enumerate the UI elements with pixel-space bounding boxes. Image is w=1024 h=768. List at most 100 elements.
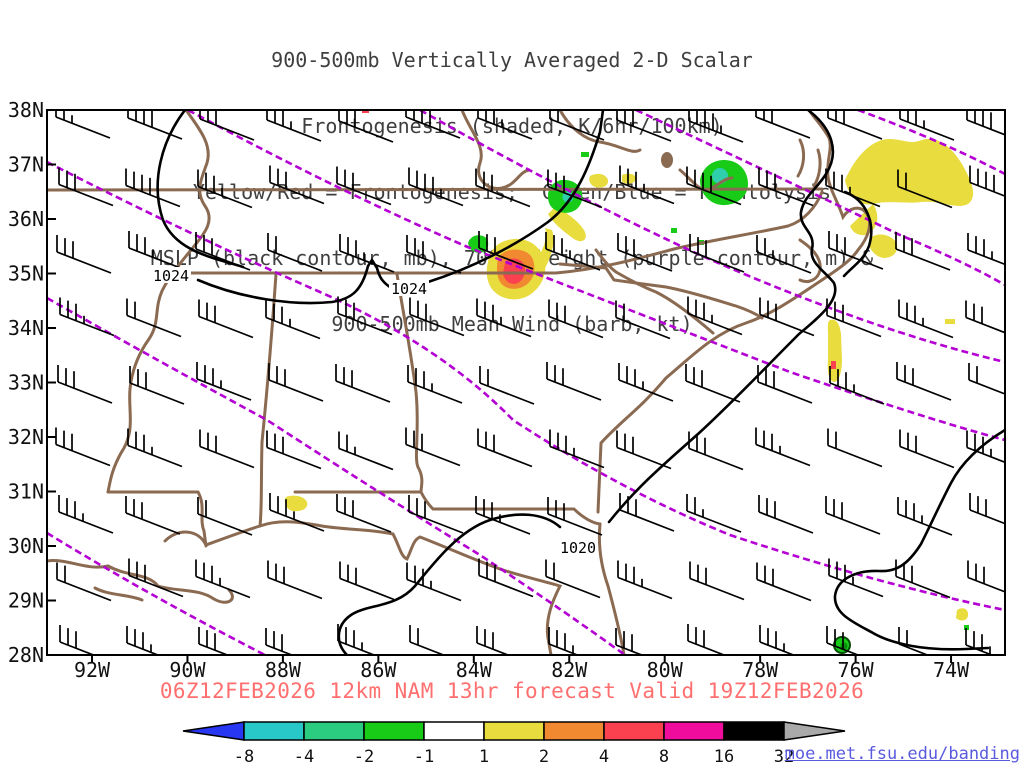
wind-barb (758, 167, 814, 207)
colorbar-right-arrow (783, 721, 846, 741)
wind-barb (337, 296, 393, 336)
wind-barb (758, 495, 814, 534)
wind-barb (825, 168, 881, 208)
wind-barb (546, 362, 602, 401)
wind-barb (269, 165, 325, 205)
shade-patch (845, 138, 974, 206)
height-contour (857, 110, 1005, 176)
wind-barb (827, 428, 883, 468)
wind-barb (756, 235, 812, 274)
wind-barb (966, 430, 1005, 464)
wind-barb (476, 298, 532, 338)
wind-barb (408, 167, 464, 207)
state-border-path (47, 187, 824, 192)
lon-axis-label: 88W (265, 658, 302, 682)
wind-barb (125, 168, 181, 208)
wind-barb (405, 110, 461, 139)
wind-barb (479, 366, 535, 405)
wind-barb (266, 110, 322, 142)
wind-barb (615, 300, 671, 340)
wind-barb (199, 429, 255, 469)
state-border-path (106, 490, 208, 548)
wind-barb (59, 297, 115, 337)
wind-barb (337, 624, 377, 655)
colorbar-tick-label: 4 (599, 747, 609, 767)
wind-barb (477, 428, 533, 468)
lat-axis-label: 28N (8, 643, 44, 667)
lat-axis-label: 30N (8, 534, 44, 558)
colorbar-tick-label: 1 (479, 747, 489, 767)
wind-barb (968, 363, 1005, 395)
wind-barb (899, 429, 955, 469)
wind-barb (58, 167, 114, 207)
height-contour (47, 296, 626, 655)
wind-barb (828, 231, 884, 270)
wind-barb (759, 625, 796, 655)
wind-barb (547, 169, 603, 209)
wind-barb (967, 233, 1005, 266)
wind-barb (269, 493, 325, 532)
wind-barb (268, 363, 324, 402)
wind-barb (58, 495, 114, 534)
wind-barb (545, 232, 601, 271)
state-border-path (154, 190, 824, 275)
shade-patch (868, 234, 898, 258)
contour-value-label: 1020 (560, 539, 596, 557)
state-border-path (204, 520, 563, 655)
colorbar-segment (543, 721, 605, 741)
wind-barb (826, 626, 861, 655)
lat-axis-label: 29N (8, 589, 44, 613)
wind-barb (198, 627, 230, 655)
wind-barb (895, 559, 951, 599)
wind-barbs (55, 110, 1005, 655)
lat-axis-label: 36N (8, 207, 44, 231)
wind-barb (477, 110, 533, 140)
wind-barb (409, 625, 446, 655)
wind-barb (339, 234, 395, 273)
lat-axis-label: 34N (8, 316, 44, 340)
shade-patch (956, 608, 969, 621)
wind-barb (338, 110, 394, 143)
wind-barb (196, 362, 252, 401)
title-line-2: Frontogenesis (shaded, K/6hr/100km) (301, 114, 723, 138)
wind-barb (825, 496, 881, 535)
wind-barb (197, 169, 253, 209)
state-border-path (258, 272, 278, 528)
shade-patch (671, 228, 677, 233)
wind-barb (476, 626, 511, 655)
lat-axis-label: 33N (8, 371, 44, 395)
wind-barb (55, 427, 111, 467)
wind-barb (686, 494, 742, 533)
title-line-1: 900-500mb Vertically Averaged 2-D Scalar (271, 48, 753, 72)
wind-barb (619, 493, 675, 532)
colorbar-tick-label: 2 (539, 747, 549, 767)
wind-barb (265, 628, 295, 655)
contour-value-label: 1024 (391, 280, 427, 298)
state-border-path (163, 530, 208, 547)
wind-barb (827, 110, 883, 140)
wind-barb (617, 560, 673, 600)
wind-barb (965, 300, 1005, 334)
mslp-contour (196, 257, 392, 305)
wind-barb (548, 299, 604, 339)
state-border-path (395, 272, 424, 494)
wind-barb (405, 427, 461, 467)
wind-barb (687, 296, 743, 336)
wind-barb (127, 428, 183, 468)
wind-barb (265, 300, 321, 340)
state-border-path (812, 148, 822, 188)
site-link[interactable]: moe.met.fsu.edu/banding (784, 744, 1020, 764)
wind-barb (126, 626, 161, 655)
wind-barb (755, 110, 811, 139)
wind-barb (56, 562, 112, 602)
colorbar-tick-label: -1 (414, 747, 434, 767)
axis-labels: 38N 37N 36N 35N 34N 33N 32N 31N 30N 29N 28N 92W 90W 8… (8, 98, 970, 682)
wind-barb (475, 496, 531, 535)
wind-barb (756, 562, 812, 602)
wind-barb (128, 558, 184, 598)
colorbar-tick-label: -8 (234, 747, 254, 767)
wind-barb (897, 169, 953, 209)
wind-barb (616, 430, 672, 470)
lon-axis-label: 82W (551, 658, 588, 682)
